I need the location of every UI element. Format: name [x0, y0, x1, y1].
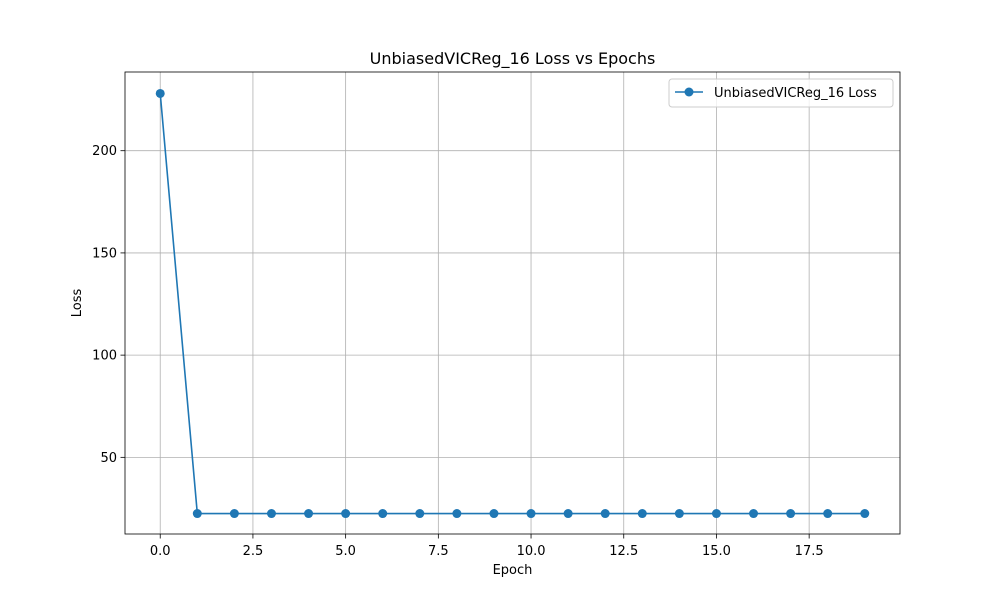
plot-frame	[124, 71, 901, 535]
data-point	[563, 509, 573, 519]
data-point	[452, 509, 462, 519]
x-tick-label: 17.5	[795, 544, 824, 559]
data-point	[229, 509, 239, 519]
grid	[125, 72, 900, 534]
data-point	[749, 509, 759, 519]
data-point	[192, 509, 202, 519]
data-point	[674, 509, 684, 519]
data-point	[378, 509, 388, 519]
data-point	[860, 509, 870, 519]
y-tick-label: 200	[92, 144, 117, 159]
data-point	[823, 509, 833, 519]
data-point	[786, 509, 796, 519]
legend-marker	[684, 87, 694, 97]
data-point	[600, 509, 610, 519]
data-point	[155, 88, 165, 98]
y-tick-label: 100	[92, 349, 117, 364]
axis-ticks: 0.0 2.5 5.0 7.5 10.0 12.5 15.0 17.5 50 100 150 200	[92, 144, 823, 559]
series-line	[159, 93, 865, 515]
data-point	[526, 509, 536, 519]
data-point	[637, 509, 647, 519]
x-tick-label: 2.5	[243, 544, 264, 559]
x-tick-label: 10.0	[517, 544, 546, 559]
legend-label: UnbiasedVICReg_16 Loss	[714, 86, 877, 101]
x-axis-title: Epoch	[493, 563, 533, 578]
data-point	[415, 509, 425, 519]
legend-box	[668, 78, 894, 108]
data-point	[341, 509, 351, 519]
y-tick-label: 50	[100, 451, 117, 466]
data-point	[489, 509, 499, 519]
x-tick-label: 5.0	[335, 544, 356, 559]
data-point	[266, 509, 276, 519]
data-point	[304, 509, 314, 519]
chart-title: UnbiasedVICReg_16 Loss vs Epochs	[370, 49, 656, 69]
series-layer	[155, 88, 870, 519]
legend: UnbiasedVICReg_16 Loss	[668, 78, 894, 108]
x-tick-label: 15.0	[702, 544, 731, 559]
x-tick-label: 7.5	[428, 544, 449, 559]
x-tick-label: 0.0	[150, 544, 171, 559]
y-tick-label: 150	[92, 246, 117, 261]
y-axis-title: Loss	[70, 289, 85, 318]
data-point	[711, 509, 721, 519]
x-tick-label: 12.5	[609, 544, 638, 559]
